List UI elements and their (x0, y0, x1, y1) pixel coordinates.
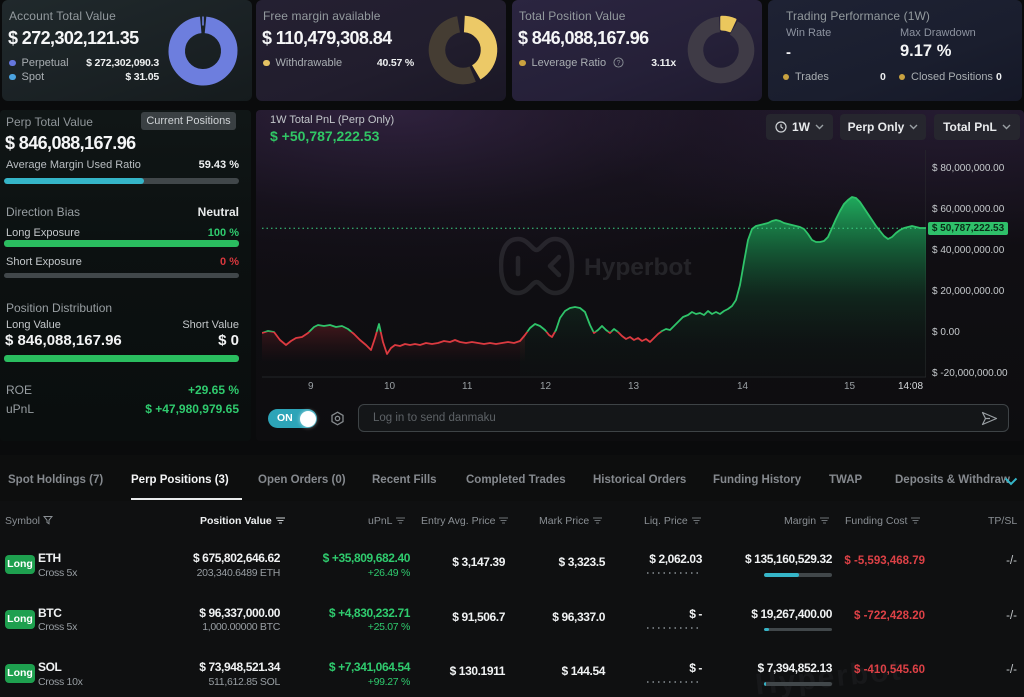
svg-text:?: ? (617, 60, 621, 67)
svg-text:Hyperbot: Hyperbot (584, 254, 692, 281)
